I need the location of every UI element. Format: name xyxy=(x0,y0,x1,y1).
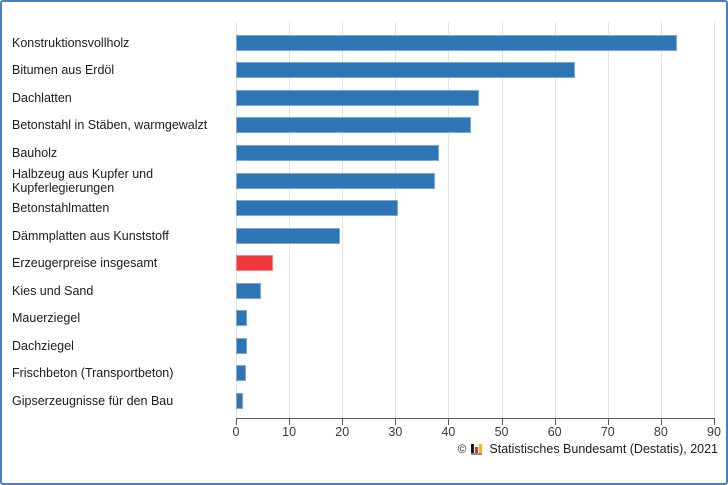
category-label: Halbzeug aus Kupfer und Kupferlegierunge… xyxy=(12,166,154,195)
x-axis-line xyxy=(236,418,715,419)
bar-row: Halbzeug aus Kupfer und Kupferlegierunge… xyxy=(2,167,726,195)
bar-track xyxy=(236,387,714,415)
bar-row: Dachziegel xyxy=(2,332,726,360)
plot-area xyxy=(236,22,715,418)
bar-row: Betonstahl in Stäben, warmgewalzt xyxy=(2,112,726,140)
bar xyxy=(236,227,341,244)
x-tick-label: 90 xyxy=(707,425,721,439)
bar xyxy=(236,365,246,382)
bar-row: Bitumen aus Erdöl xyxy=(2,57,726,85)
bar xyxy=(236,144,439,161)
bar-track xyxy=(236,139,714,167)
x-tick-label: 80 xyxy=(653,425,668,439)
bar-track xyxy=(236,360,714,388)
x-tick-label: 70 xyxy=(600,425,615,439)
gridline xyxy=(342,22,344,418)
gridline xyxy=(395,22,397,418)
gridline xyxy=(607,22,609,418)
bar-row: Betonstahlmatten xyxy=(2,194,726,222)
category-label: Dachziegel xyxy=(12,338,74,353)
bar-row: Konstruktionsvollholz xyxy=(2,29,726,57)
gridline xyxy=(554,22,556,418)
bar-track xyxy=(236,277,714,305)
x-axis-tick xyxy=(236,419,237,425)
bar-highlighted xyxy=(236,255,274,272)
x-tick-label: 10 xyxy=(282,425,297,439)
bar-row: Dämmplatten aus Kunststoff xyxy=(2,222,726,250)
gridline xyxy=(448,22,450,418)
bar-row: Dachlatten xyxy=(2,84,726,112)
x-axis-tick xyxy=(660,419,662,425)
bar xyxy=(236,89,479,106)
x-tick-label: 50 xyxy=(494,425,509,439)
bar xyxy=(236,172,436,189)
bar-track xyxy=(236,167,714,195)
bar-track xyxy=(236,112,714,140)
bar-track xyxy=(236,29,714,57)
bar-row: Bauholz xyxy=(2,139,726,167)
gridline xyxy=(289,22,291,418)
x-axis-tick xyxy=(714,419,715,425)
x-axis-tick xyxy=(501,419,503,425)
source-text: Statistisches Bundesamt (Destatis), 2021 xyxy=(489,442,718,456)
bar-track xyxy=(236,84,714,112)
bar xyxy=(236,392,244,409)
x-axis-tick xyxy=(289,419,291,425)
category-label: Kies und Sand xyxy=(12,283,94,298)
category-label: Dämmplatten aus Kunststoff xyxy=(12,228,169,243)
category-label: Gipserzeugnisse für den Bau xyxy=(12,393,174,408)
gridline xyxy=(714,22,715,418)
bar xyxy=(236,310,248,327)
category-label: Betonstahlmatten xyxy=(12,201,110,216)
x-tick-label: 0 xyxy=(232,425,240,439)
x-axis-tick xyxy=(554,419,556,425)
gridline xyxy=(501,22,503,418)
category-label: Mauerziegel xyxy=(12,311,81,326)
bar xyxy=(236,117,472,134)
bar xyxy=(236,282,262,299)
category-label: Erzeugerpreise insgesamt xyxy=(12,256,158,271)
bar-row: Gipserzeugnisse für den Bau xyxy=(2,387,726,415)
bar-track xyxy=(236,194,714,222)
bar-track xyxy=(236,249,714,277)
destatis-logo-icon xyxy=(471,443,484,455)
x-tick-label: 30 xyxy=(388,425,403,439)
category-label: Konstruktionsvollholz xyxy=(12,35,130,50)
bar-row: Frischbeton (Transportbeton) xyxy=(2,360,726,388)
category-label: Betonstahl in Stäben, warmgewalzt xyxy=(12,118,208,133)
gridline xyxy=(660,22,662,418)
copyright-symbol: © xyxy=(457,442,467,456)
category-label: Dachlatten xyxy=(12,90,72,105)
gridline xyxy=(236,22,237,418)
bar-row: Erzeugerpreise insgesamt xyxy=(2,249,726,277)
x-tick-label: 40 xyxy=(441,425,456,439)
source-note: © Statistisches Bundesamt (Destatis), 20… xyxy=(458,442,718,456)
bar-track xyxy=(236,304,714,332)
bar-rows: Konstruktionsvollholz Bitumen aus Erdöl Da… xyxy=(2,29,726,415)
x-axis-tick xyxy=(395,419,397,425)
x-axis-tick xyxy=(607,419,609,425)
bar-track xyxy=(236,57,714,85)
bar-track xyxy=(236,332,714,360)
x-tick-label: 20 xyxy=(335,425,350,439)
bar xyxy=(236,62,576,79)
bar-row: Mauerziegel xyxy=(2,304,726,332)
x-axis-tick xyxy=(342,419,344,425)
category-label: Frischbeton (Transportbeton) xyxy=(12,366,174,381)
bar-row: Kies und Sand xyxy=(2,277,726,305)
bar xyxy=(236,337,248,354)
bar xyxy=(236,34,677,51)
bar-track xyxy=(236,222,714,250)
bar xyxy=(236,200,398,217)
x-tick-label: 60 xyxy=(547,425,562,439)
x-axis-tick xyxy=(448,419,450,425)
category-label: Bitumen aus Erdöl xyxy=(12,63,115,78)
category-label: Bauholz xyxy=(12,145,58,160)
